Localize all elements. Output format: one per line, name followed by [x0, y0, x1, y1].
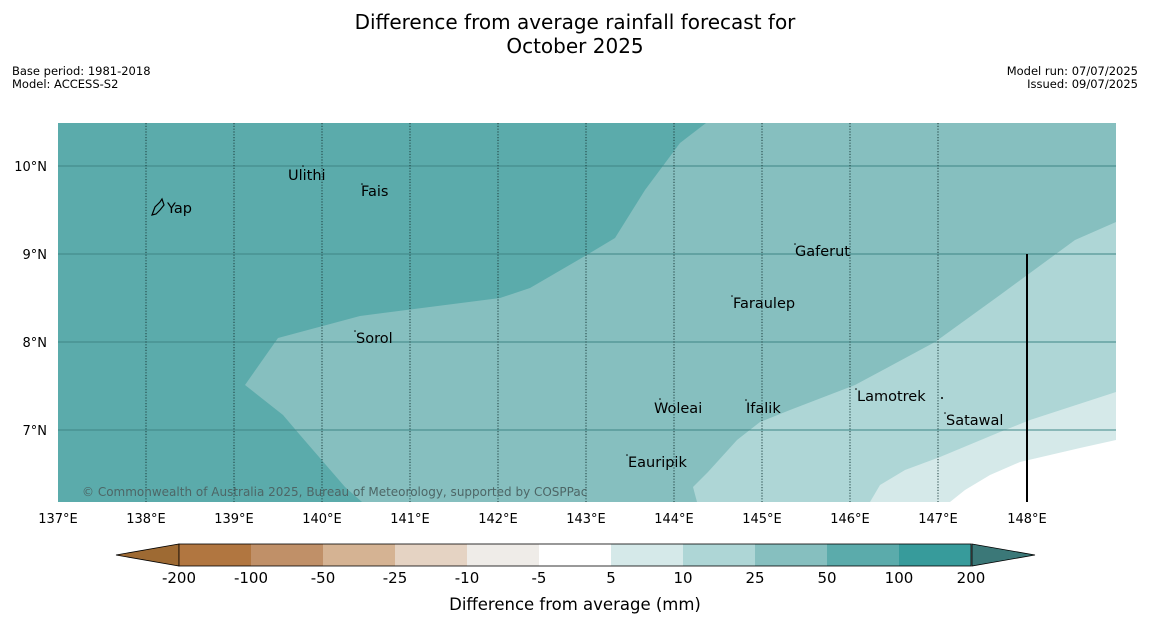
lon-label-146e: 146°E: [830, 512, 870, 527]
place-yap: Yap: [166, 201, 192, 217]
lon-label-147e: 147°E: [918, 512, 958, 527]
lon-label-139e: 139°E: [214, 512, 254, 527]
colorbar-frame: [178, 543, 972, 567]
lon-label-142e: 142°E: [478, 512, 518, 527]
lat-label-10n: 10°N: [14, 160, 47, 175]
colorbar-tick-label: -10: [455, 569, 480, 587]
chart-title: Difference from average rainfall forecas…: [0, 10, 1150, 58]
place-ifalik: Ifalik: [746, 401, 781, 417]
lon-label-148e: 148°E: [1007, 512, 1047, 527]
colorbar-tick-label: -200: [162, 569, 196, 587]
colorbar-segment: [179, 544, 251, 566]
island-markers: [302, 165, 946, 456]
lon-label-140e: 140°E: [302, 512, 342, 527]
lon-label-141e: 141°E: [390, 512, 430, 527]
chart-title-line2: October 2025: [506, 34, 644, 58]
yap-island-outline: [151, 197, 165, 216]
colorbar-segments: [178, 543, 972, 567]
colorbar: -200 -100 -50 -25 -10 -5 5 10 25 50 100 200 Differe…: [115, 543, 1036, 614]
base-period: Base period: 1981-2018: [12, 64, 151, 78]
place-fais: Fais: [361, 184, 388, 200]
colorbar-tick-label: 5: [606, 569, 616, 587]
place-lamotrek: Lamotrek: [857, 389, 926, 405]
issued-date: Issued: 09/07/2025: [1027, 77, 1138, 91]
colorbar-tick-label: 200: [957, 569, 986, 587]
place-eauripik: Eauripik: [628, 455, 687, 471]
colorbar-segment: [539, 544, 611, 566]
place-ulithi: Ulithi: [288, 168, 326, 184]
colorbar-segment: [827, 544, 899, 566]
place-gaferut: Gaferut: [795, 244, 850, 260]
place-labels: Yap Ulithi Fais Gaferut Faraulep Sorol W…: [166, 168, 1003, 471]
colorbar-ticks: -200 -100 -50 -25 -10 -5 5 10 25 50 100 200: [162, 569, 985, 587]
model-run: Model run: 07/07/2025: [1006, 64, 1138, 78]
lat-label-7n: 7°N: [23, 424, 48, 439]
colorbar-tick-label: 100: [885, 569, 914, 587]
map-area: Yap Ulithi Fais Gaferut Faraulep Sorol W…: [58, 123, 1116, 502]
lat-label-9n: 9°N: [23, 248, 48, 263]
chart-title-line1: Difference from average rainfall forecas…: [354, 10, 796, 34]
colorbar-segment: [395, 544, 467, 566]
lon-label-137e: 137°E: [38, 512, 78, 527]
colorbar-tick-label: 10: [673, 569, 692, 587]
colorbar-tick-label: -5: [532, 569, 547, 587]
lon-label-145e: 145°E: [742, 512, 782, 527]
colorbar-tick-label: 25: [745, 569, 764, 587]
place-satawal: Satawal: [946, 413, 1003, 429]
copyright-notice: © Commonwealth of Australia 2025, Bureau…: [82, 485, 587, 499]
colorbar-tick-label: 50: [817, 569, 836, 587]
colorbar-segment: [323, 544, 395, 566]
colorbar-min-extension: [115, 543, 180, 567]
place-woleai: Woleai: [654, 401, 702, 417]
colorbar-tick-label: -50: [311, 569, 336, 587]
colorbar-label: Difference from average (mm): [449, 595, 701, 614]
colorbar-segment: [899, 544, 971, 566]
latitude-axis-labels: 10°N 9°N 8°N 7°N: [14, 160, 47, 439]
lon-label-138e: 138°E: [126, 512, 166, 527]
colorbar-max-extension: [971, 543, 1036, 567]
colorbar-segment: [755, 544, 827, 566]
colorbar-segment: [467, 544, 539, 566]
colorbar-segment: [611, 544, 683, 566]
lon-label-144e: 144°E: [654, 512, 694, 527]
colorbar-tick-label: -100: [234, 569, 268, 587]
colorbar-segment: [683, 544, 755, 566]
model-name: Model: ACCESS-S2: [12, 77, 119, 91]
meta-right: Model run: 07/07/2025 Issued: 09/07/2025: [1007, 65, 1138, 91]
meta-left: Base period: 1981-2018 Model: ACCESS-S2: [12, 65, 151, 91]
lat-label-8n: 8°N: [23, 336, 48, 351]
lon-label-143e: 143°E: [566, 512, 606, 527]
rainfall-band-5: [950, 440, 1116, 502]
place-faraulep: Faraulep: [733, 296, 795, 312]
colorbar-tick-label: -25: [383, 569, 408, 587]
longitude-axis-labels: 137°E 138°E 139°E 140°E 141°E 142°E 143°…: [38, 512, 1047, 527]
colorbar-segment: [251, 544, 323, 566]
place-sorol: Sorol: [356, 331, 393, 347]
